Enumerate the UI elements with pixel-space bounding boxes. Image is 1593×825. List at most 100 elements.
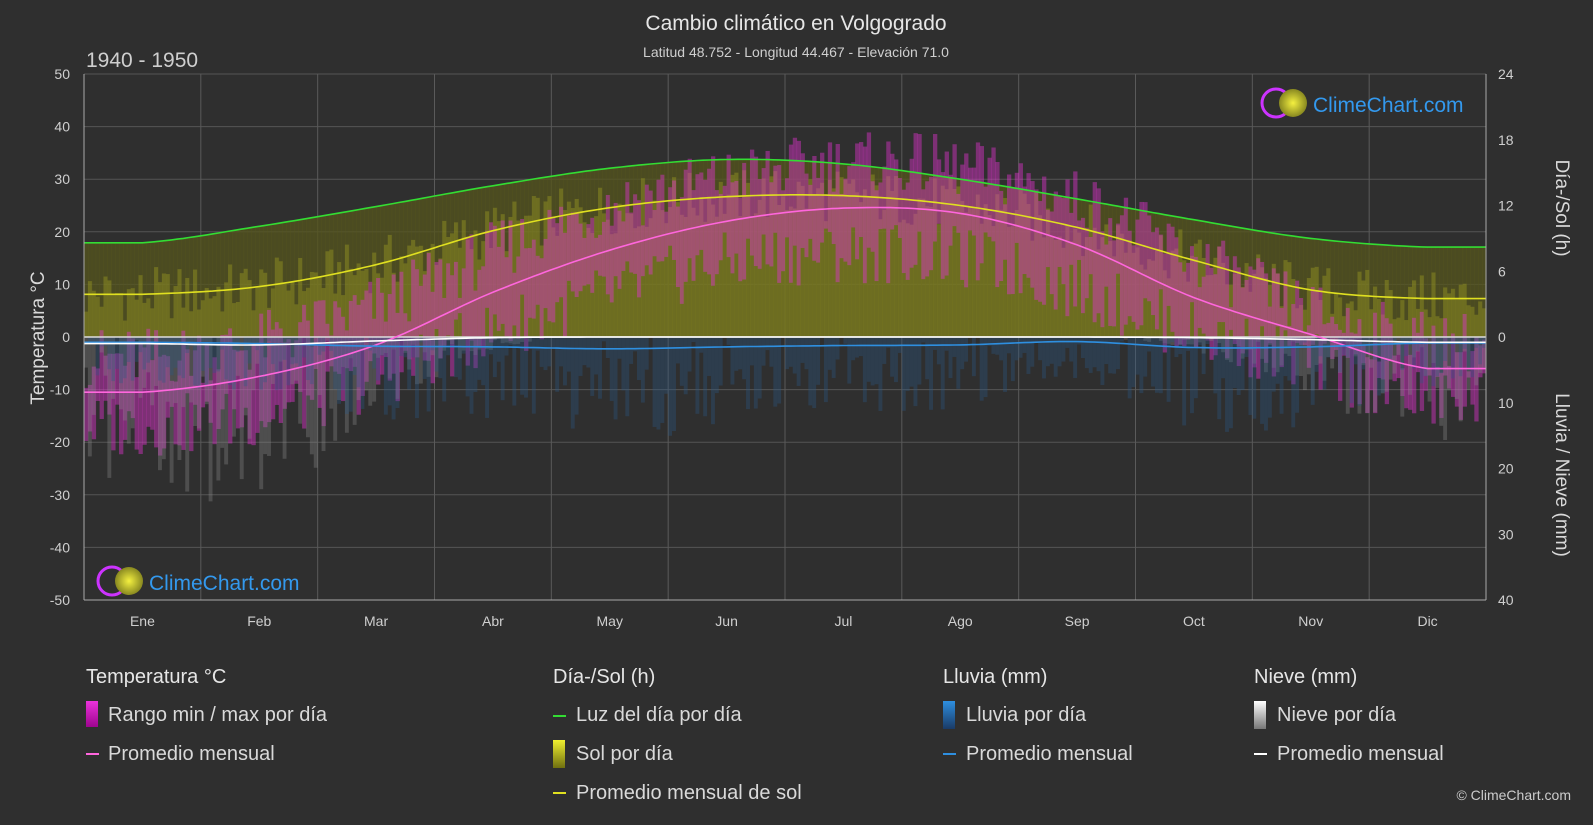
daylight-bar	[99, 242, 104, 337]
temp-range-bar	[356, 304, 361, 415]
rain-bar	[169, 337, 174, 376]
snow-bar	[1190, 337, 1194, 345]
snow-bar	[1217, 337, 1222, 344]
sun-bar	[699, 196, 704, 337]
temp-range-bar	[765, 150, 770, 265]
temp-range-bar	[847, 166, 852, 266]
sun-bar	[411, 239, 416, 337]
sun-bar	[111, 294, 116, 337]
sun-bar	[785, 210, 790, 337]
legend-swatch-snow	[1254, 701, 1266, 729]
sun-bar	[1244, 263, 1249, 337]
temp-range-bar	[146, 328, 151, 427]
sun-bar	[1267, 284, 1273, 337]
sun-bar	[975, 194, 981, 337]
temp-range-bar	[325, 323, 330, 372]
temp-range-bar	[820, 152, 825, 243]
rain-bar	[757, 337, 762, 399]
daylight-bar	[1299, 237, 1304, 337]
rain-bar	[668, 337, 673, 436]
rain-bar	[352, 337, 357, 375]
daylight-bar	[1318, 239, 1323, 337]
snow-bar	[434, 337, 439, 378]
sun-bar	[1069, 241, 1074, 337]
temp-range-bar	[936, 159, 942, 224]
legend-snow: Nieve por día	[1277, 704, 1396, 726]
rain-bar	[1326, 337, 1331, 358]
temp-range-bar	[1357, 319, 1362, 405]
temp-range-bar	[648, 190, 653, 275]
rain-bar	[1092, 337, 1097, 368]
temp-range-bar	[103, 355, 108, 401]
sun-bar	[1376, 298, 1382, 337]
rain-bar	[1423, 337, 1428, 377]
snow-bar	[294, 337, 299, 381]
sun-bar	[1482, 308, 1487, 337]
temp-range-bar	[1166, 223, 1171, 306]
sun-bar	[1322, 275, 1327, 337]
temp-range-bar	[298, 322, 303, 392]
sun-bar	[925, 206, 930, 337]
daylight-bar	[212, 233, 217, 337]
rain-bar	[278, 337, 283, 390]
sun-bar	[1131, 252, 1136, 337]
left-tick-label: 20	[54, 224, 70, 240]
snow-bar	[204, 337, 209, 405]
temp-range-bar	[212, 357, 217, 445]
rain-bar	[644, 337, 649, 370]
snow-bar	[193, 337, 197, 427]
sun-bar	[788, 206, 794, 337]
rain-bar	[461, 337, 466, 354]
temp-range-bar	[1295, 280, 1300, 343]
rain-bar	[707, 337, 712, 376]
rain-bar	[302, 337, 306, 358]
sun-bar	[1443, 287, 1448, 337]
rain-bar	[442, 337, 447, 402]
sun-bar	[1306, 278, 1312, 337]
rain-bar	[450, 337, 454, 348]
temp-range-bar	[827, 142, 833, 232]
snow-bar	[99, 337, 104, 353]
rain-bar	[492, 337, 497, 378]
sun-bar	[267, 307, 272, 337]
sun-bar	[1435, 316, 1440, 337]
temp-range-bar	[1466, 371, 1471, 378]
sun-bar	[625, 213, 630, 337]
right-tick-label-hours: 18	[1498, 132, 1514, 148]
rain-bar	[376, 337, 380, 381]
sun-bar	[317, 276, 322, 337]
temp-range-bar	[185, 349, 190, 394]
rain-bar	[956, 337, 961, 389]
rain-bar	[457, 337, 462, 380]
rain-bar	[656, 337, 661, 430]
rain-bar	[520, 337, 525, 395]
sun-bar	[531, 196, 537, 337]
temp-range-bar	[352, 295, 358, 367]
temp-range-bar	[574, 212, 579, 298]
rain-bar	[465, 337, 470, 397]
temp-range-bar	[142, 347, 147, 445]
snow-bar	[1322, 337, 1327, 381]
daylight-bar	[1415, 246, 1421, 337]
temp-range-bar	[582, 237, 587, 286]
daylight-bar	[1376, 244, 1382, 337]
temp-range-bar	[563, 232, 568, 338]
snow-bar	[1462, 337, 1467, 352]
rain-bar	[1065, 337, 1070, 348]
right-tick-label-hours: 0	[1498, 329, 1506, 345]
snow-bar	[1182, 337, 1187, 340]
sun-bar	[952, 188, 957, 337]
sun-bar	[196, 309, 202, 337]
rain-bar	[1361, 337, 1366, 370]
temp-range-bar	[1026, 173, 1031, 278]
temp-range-bar	[1205, 244, 1210, 341]
snow-bar	[1162, 337, 1167, 344]
rain-bar	[804, 337, 809, 370]
rain-bar	[1267, 337, 1272, 418]
sun-bar	[1260, 267, 1265, 337]
sun-bar	[337, 262, 342, 337]
right-tick-label-hours: 24	[1498, 66, 1514, 82]
sun-bar	[453, 222, 459, 337]
rain-bar	[695, 337, 700, 414]
rain-bar	[119, 337, 123, 384]
